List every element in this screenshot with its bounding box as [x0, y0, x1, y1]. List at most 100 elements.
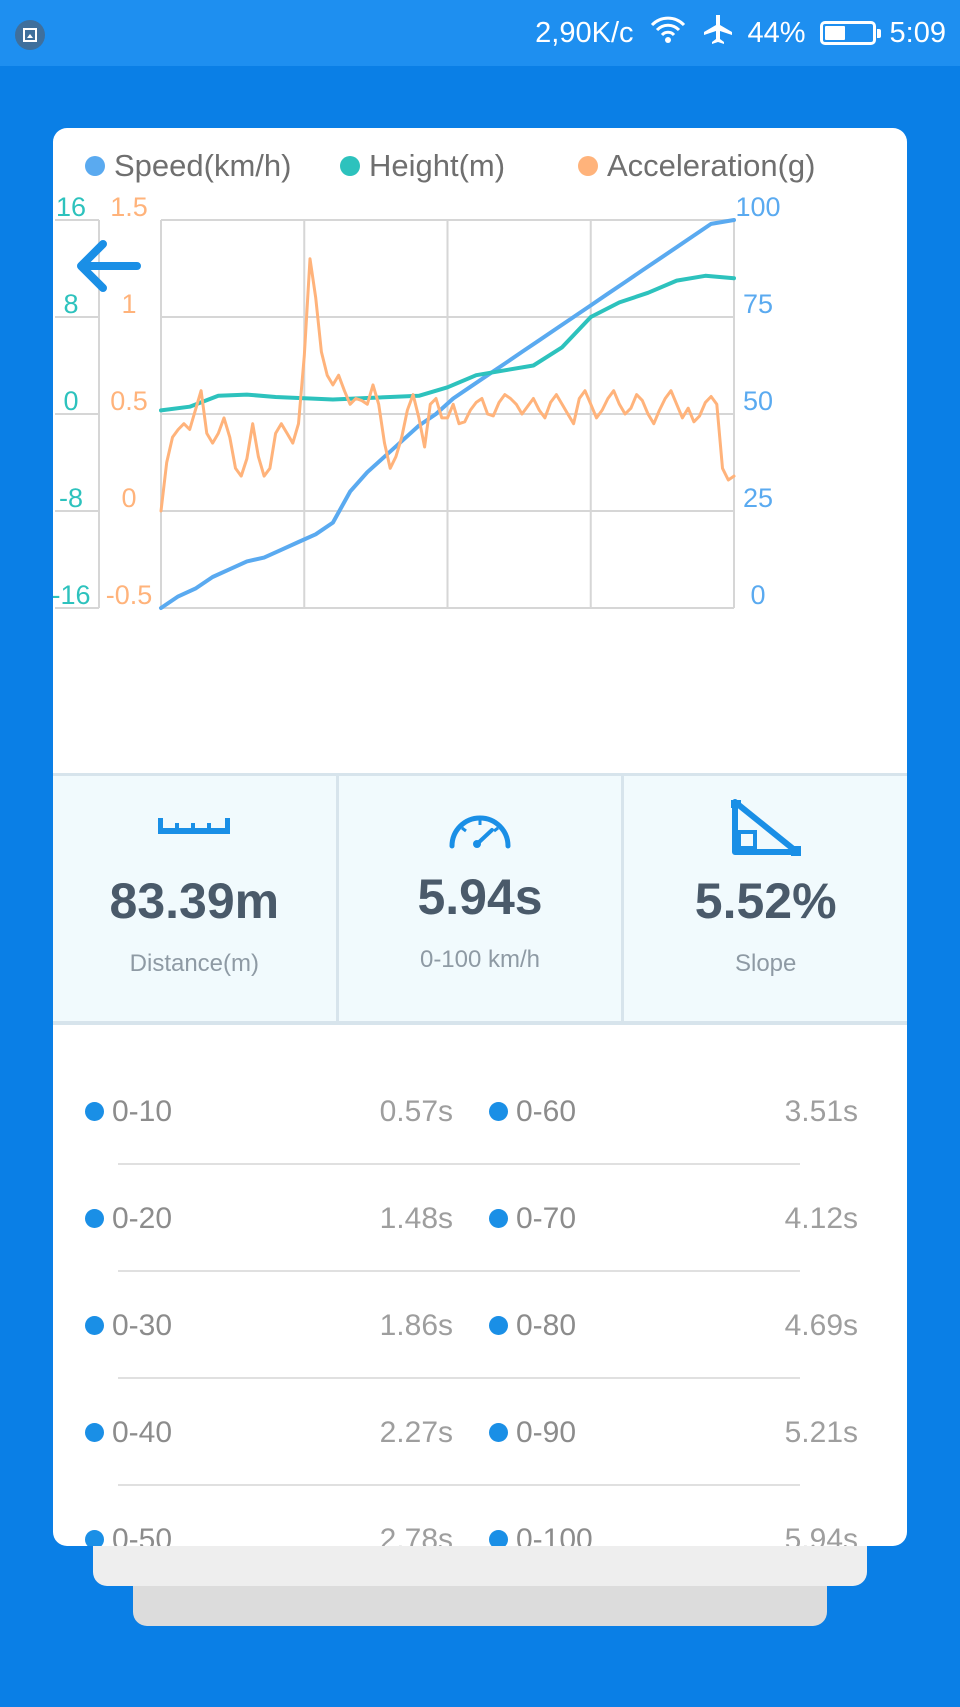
legend-acceleration-label: Acceleration(g): [607, 148, 816, 183]
split-left-range-text: 0-40: [112, 1415, 173, 1449]
split-right-range-text: 0-60: [516, 1094, 577, 1128]
battery-fill: [824, 26, 845, 40]
stat-distance: 83.39m Distance(m): [53, 776, 336, 1021]
network-speed: 2,90K/c: [535, 16, 634, 49]
split-left-range-text: 0-10: [112, 1094, 173, 1128]
battery-icon: [819, 21, 881, 45]
split-row: 0-30 1.86s 0-80 4.69s: [53, 1272, 907, 1379]
legend-height-dot: [340, 156, 360, 176]
split-right-range: 0-90: [489, 1379, 576, 1486]
distance-value: 83.39m: [109, 873, 280, 929]
split-right-time: 3.51s: [784, 1094, 858, 1128]
split-row: 0-20 1.48s 0-70 4.12s: [53, 1165, 907, 1272]
stat-acceleration-time: 5.94s 0-100 km/h: [335, 776, 622, 1021]
legend-acceleration-dot: [578, 156, 598, 176]
status-bar: 2,90K/c 44% 5:09: [0, 0, 960, 66]
acceleration-tick-label: 1: [121, 289, 136, 319]
split-right-range-text: 0-100: [516, 1522, 593, 1547]
back-button[interactable]: [73, 236, 143, 296]
acceleration-tick-label: 1.5: [110, 192, 148, 222]
split-left-range: 0-50: [85, 1486, 172, 1546]
acceleration-tick-label: 0.5: [110, 386, 148, 416]
zero-to-hundred-value: 5.94s: [417, 869, 543, 925]
split-right-range: 0-100: [489, 1486, 593, 1546]
height-series-line: [159, 273, 736, 413]
split-dot: [489, 1423, 508, 1442]
split-left-time: 2.27s: [379, 1415, 453, 1449]
screenshot-icon: [15, 20, 45, 50]
split-divider: [118, 1270, 800, 1272]
legend-height-label: Height(m): [369, 148, 506, 183]
ruler-icon: [158, 818, 231, 834]
split-row: 0-10 0.57s 0-60 3.51s: [53, 1058, 907, 1165]
slope-icon: [730, 799, 801, 856]
split-dot: [489, 1530, 508, 1546]
slope-label: Slope: [734, 950, 797, 977]
split-left-time: 1.48s: [379, 1201, 453, 1235]
speed-tick-label: 75: [743, 289, 773, 319]
airplane-icon: [702, 13, 734, 53]
split-dot: [489, 1102, 508, 1121]
back-arrow-icon: [77, 240, 141, 292]
split-right-time: 5.94s: [784, 1522, 858, 1547]
split-row: 0-40 2.27s 0-90 5.21s: [53, 1379, 907, 1486]
split-left-range: 0-40: [85, 1379, 172, 1486]
split-dot: [85, 1102, 104, 1121]
split-dot: [489, 1209, 508, 1228]
legend-speed: Speed(km/h): [85, 148, 291, 184]
chart-legend: Speed(km/h) Height(m) Acceleration(g): [53, 148, 907, 194]
split-left-range: 0-20: [85, 1165, 172, 1272]
slope-value: 5.52%: [694, 873, 837, 929]
speed-series-line: [159, 218, 736, 610]
legend-height: Height(m): [340, 148, 505, 184]
acceleration-tick-label: 0: [121, 483, 136, 513]
split-right-range-text: 0-70: [516, 1201, 577, 1235]
height-tick-label: 0: [63, 386, 78, 416]
split-row: 0-50 2.78s 0-100 5.94s: [53, 1486, 907, 1546]
legend-speed-label: Speed(km/h): [114, 148, 292, 183]
stats-panel: 83.39m Distance(m) 5.94s 0-100 km/h 5.: [53, 773, 907, 1025]
split-dot: [489, 1316, 508, 1335]
split-dot: [85, 1530, 104, 1546]
speedometer-icon: [449, 815, 511, 849]
result-card: Speed(km/h) Height(m) Acceleration(g) 16…: [53, 128, 907, 1546]
zero-to-hundred-label: 0-100 km/h: [419, 946, 541, 973]
split-left-range: 0-30: [85, 1272, 172, 1379]
split-left-range-text: 0-20: [112, 1201, 173, 1235]
split-left-range-text: 0-50: [112, 1522, 173, 1547]
split-right-range-text: 0-80: [516, 1308, 577, 1342]
split-divider: [118, 1377, 800, 1379]
split-right-range-text: 0-90: [516, 1415, 577, 1449]
split-divider: [118, 1163, 800, 1165]
speed-tick-label: 100: [735, 192, 780, 222]
distance-label: Distance(m): [129, 950, 260, 977]
split-divider: [118, 1484, 800, 1486]
speed-tick-label: 0: [750, 580, 765, 610]
speed-tick-label: 25: [743, 483, 773, 513]
split-left-time: 2.78s: [379, 1522, 453, 1547]
split-right-time: 4.12s: [784, 1201, 858, 1235]
split-right-time: 5.21s: [784, 1415, 858, 1449]
clock: 5:09: [889, 16, 946, 49]
split-dot: [85, 1209, 104, 1228]
stat-slope: 5.52% Slope: [621, 776, 907, 1021]
split-right-range: 0-60: [489, 1058, 576, 1165]
split-right-range: 0-70: [489, 1165, 576, 1272]
split-right-time: 4.69s: [784, 1308, 858, 1342]
split-right-range: 0-80: [489, 1272, 576, 1379]
speed-tick-label: 50: [743, 386, 773, 416]
split-dot: [85, 1423, 104, 1442]
acceleration-series-line: [159, 257, 736, 513]
legend-speed-dot: [85, 156, 105, 176]
split-left-time: 1.86s: [379, 1308, 453, 1342]
height-tick-label: 8: [63, 289, 78, 319]
acceleration-tick-label: -0.5: [106, 580, 153, 610]
run-chart: 16 1.5 100 8 1 75 0 0.5 50 -8 0 25 -16 -0.5 0: [53, 192, 781, 610]
split-dot: [85, 1316, 104, 1335]
height-tick-label: 16: [56, 192, 86, 222]
split-left-time: 0.57s: [379, 1094, 453, 1128]
height-tick-label: -8: [59, 483, 83, 513]
legend-acceleration: Acceleration(g): [578, 148, 815, 184]
battery-percent: 44%: [747, 16, 806, 49]
split-left-range-text: 0-30: [112, 1308, 173, 1342]
